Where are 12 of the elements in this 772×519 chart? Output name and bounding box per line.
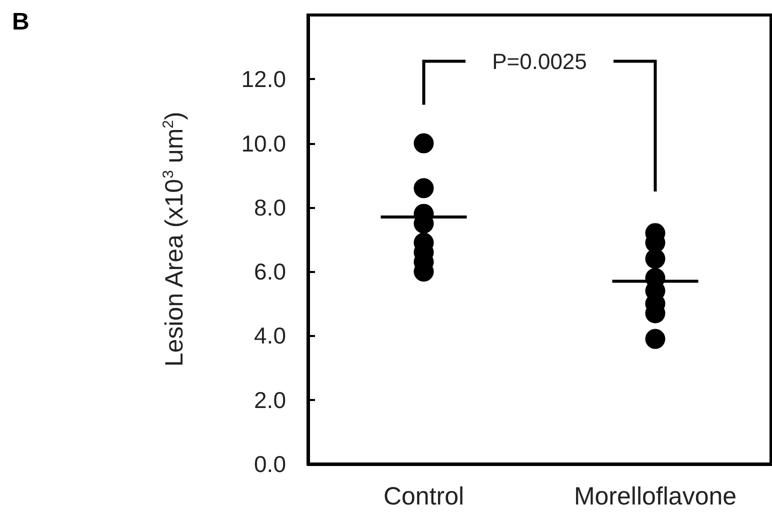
y-tick-label: 8.0 [254, 194, 286, 220]
y-tick-label: 6.0 [254, 258, 286, 285]
y-tick-label: 4.0 [254, 322, 286, 349]
x-tick-label: Control [383, 482, 464, 510]
y-tick-label: 0.0 [254, 451, 286, 477]
y-tick-label: 10.0 [241, 130, 286, 156]
text: B [12, 8, 30, 36]
y-tick-label: 2.0 [254, 386, 286, 413]
x-tick-label: Morelloflavone [574, 482, 737, 510]
annotation: P=0.0025 [492, 49, 587, 74]
y-axis-title: Lesion Area (x103 um2) [160, 112, 188, 367]
y-tick-label: 12.0 [241, 66, 286, 92]
